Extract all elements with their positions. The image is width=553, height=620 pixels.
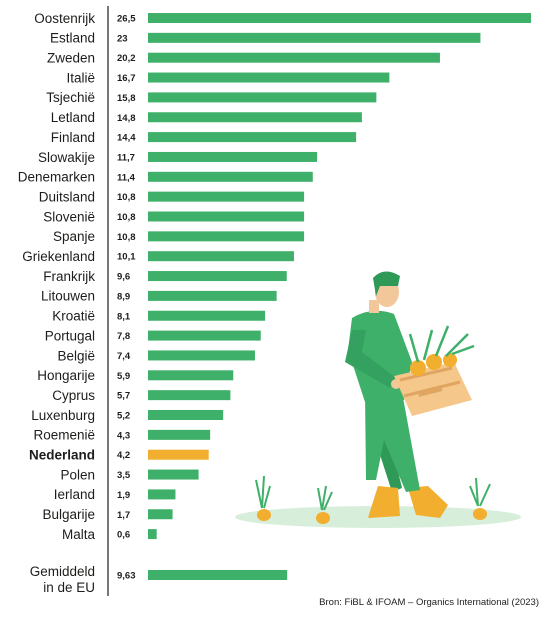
category-label: Duitsland xyxy=(39,189,95,204)
highlight-bar xyxy=(148,449,209,460)
category-label: Litouwen xyxy=(41,289,95,304)
bar xyxy=(148,151,318,162)
value-label: 11,4 xyxy=(117,172,136,183)
farmer-carrying-vegetable-crate-icon xyxy=(235,271,521,528)
value-label: 3,5 xyxy=(117,470,131,481)
value-label: 26,5 xyxy=(117,14,136,25)
category-label: Luxenburg xyxy=(31,408,95,423)
value-label: 15,8 xyxy=(117,93,136,104)
category-label: Finland xyxy=(51,130,95,145)
value-label: 8,1 xyxy=(117,311,131,322)
category-label: Griekenland xyxy=(22,249,95,264)
bar xyxy=(148,509,173,520)
value-label: 10,8 xyxy=(117,232,136,243)
value-label: 1,9 xyxy=(117,490,130,501)
bar xyxy=(148,489,176,500)
bar xyxy=(148,72,390,83)
value-label: 10,8 xyxy=(117,212,136,223)
category-label: Ierland xyxy=(54,487,95,502)
bar xyxy=(148,469,199,480)
average-bar xyxy=(148,570,288,580)
category-label: Polen xyxy=(60,467,95,482)
category-label: Cyprus xyxy=(52,388,95,403)
value-label: 8,9 xyxy=(117,291,130,302)
bar xyxy=(148,429,211,440)
bar xyxy=(148,290,277,301)
bar xyxy=(148,390,231,401)
category-label: Roemenië xyxy=(33,428,95,443)
bar xyxy=(148,13,531,23)
category-label: Letland xyxy=(51,110,95,125)
category-label: Slowakije xyxy=(38,150,95,165)
bars-group: Oostenrijk 26,5 Estland 23 Zweden 20,2 Italië 1… xyxy=(18,11,531,595)
bar xyxy=(148,231,305,242)
bar xyxy=(148,191,305,202)
category-label: Zweden xyxy=(47,51,95,66)
category-label: Kroatië xyxy=(52,309,95,324)
value-label: 0,6 xyxy=(117,530,130,541)
average-label-line1: Gemiddeld xyxy=(30,564,95,579)
value-label: 4,3 xyxy=(117,430,130,441)
bar xyxy=(148,112,362,123)
category-label: Oostenrijk xyxy=(34,11,95,26)
category-label: Estland xyxy=(50,31,95,46)
bar xyxy=(148,310,266,321)
value-label: 11,7 xyxy=(117,152,135,163)
category-label: Spanje xyxy=(53,229,95,244)
category-label: Tsjechië xyxy=(46,90,95,105)
value-label: 7,8 xyxy=(117,331,130,342)
category-label: Frankrijk xyxy=(43,269,95,284)
bar xyxy=(148,529,157,540)
value-label: 16,7 xyxy=(117,73,136,84)
value-label: 10,1 xyxy=(117,252,136,263)
value-label: 5,9 xyxy=(117,371,130,382)
bar xyxy=(148,330,261,341)
bar xyxy=(148,211,305,222)
category-label: België xyxy=(57,348,95,363)
bar xyxy=(148,92,377,103)
bar xyxy=(148,171,313,182)
value-label: 10,8 xyxy=(117,192,136,203)
category-label: Italië xyxy=(66,70,95,85)
value-label: 14,8 xyxy=(117,113,136,124)
category-label: Portugal xyxy=(45,328,95,343)
source-text: Bron: FiBL & IFOAM – Organics Internatio… xyxy=(319,597,539,608)
value-label: 5,2 xyxy=(117,411,130,422)
bar xyxy=(148,132,357,143)
category-label: Nederland xyxy=(29,448,95,463)
value-label: 5,7 xyxy=(117,391,130,402)
value-label: 1,7 xyxy=(117,510,130,521)
category-label: Hongarije xyxy=(37,368,95,383)
value-label: 20,2 xyxy=(117,53,136,64)
bar xyxy=(148,251,294,262)
average-value-label: 9,63 xyxy=(117,571,136,582)
category-label: Slovenië xyxy=(43,209,95,224)
bar xyxy=(148,410,224,420)
average-label-line2: in de EU xyxy=(43,580,95,595)
value-label: 9,6 xyxy=(117,272,130,283)
value-label: 23 xyxy=(117,33,128,44)
value-label: 14,4 xyxy=(117,133,136,144)
category-label: Malta xyxy=(62,527,96,542)
category-label: Denemarken xyxy=(18,170,95,185)
bar xyxy=(148,32,481,43)
bar xyxy=(148,370,234,381)
category-label: Bulgarije xyxy=(42,507,95,522)
bar xyxy=(148,271,287,282)
bar xyxy=(148,350,255,361)
value-label: 4,2 xyxy=(117,450,130,461)
value-label: 7,4 xyxy=(117,351,131,362)
bar xyxy=(148,52,440,63)
